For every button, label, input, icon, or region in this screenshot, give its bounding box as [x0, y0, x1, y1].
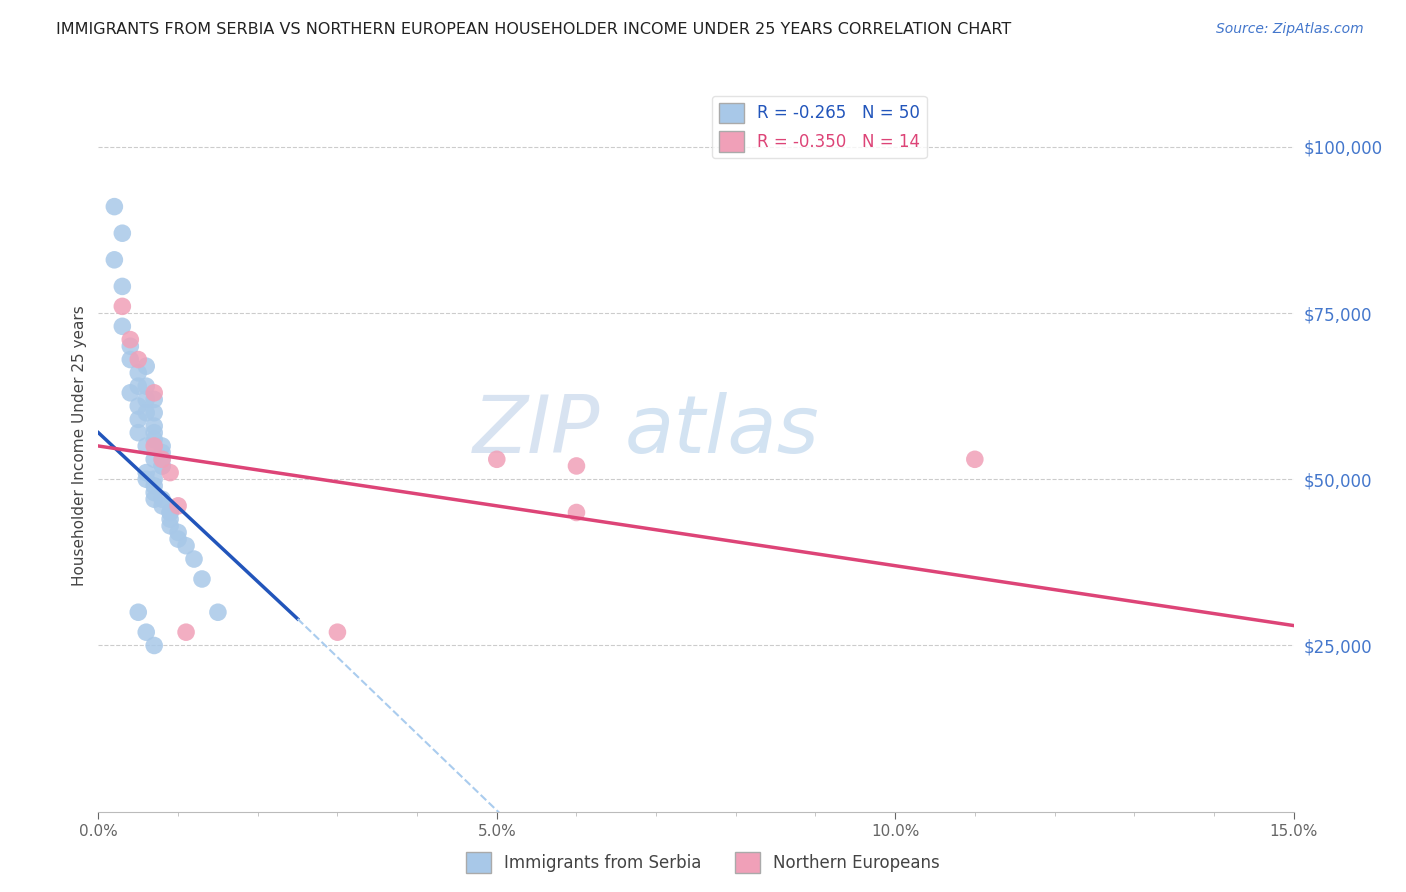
Text: IMMIGRANTS FROM SERBIA VS NORTHERN EUROPEAN HOUSEHOLDER INCOME UNDER 25 YEARS CO: IMMIGRANTS FROM SERBIA VS NORTHERN EUROP…	[56, 22, 1011, 37]
Point	[565, 458, 588, 473]
Legend: Immigrants from Serbia, Northern Europeans: Immigrants from Serbia, Northern Europea…	[460, 846, 946, 880]
Point	[143, 385, 166, 400]
Point	[150, 439, 173, 453]
Point	[135, 466, 157, 480]
Legend: R = -0.265   N = 50, R = -0.350   N = 14: R = -0.265 N = 50, R = -0.350 N = 14	[711, 96, 927, 158]
Point	[150, 458, 173, 473]
Point	[127, 366, 149, 380]
Point	[183, 552, 205, 566]
Point	[120, 339, 142, 353]
Point	[167, 532, 190, 546]
Point	[127, 425, 149, 440]
Point	[135, 379, 157, 393]
Point	[143, 433, 166, 447]
Point	[143, 492, 166, 507]
Point	[159, 506, 181, 520]
Text: atlas: atlas	[624, 392, 820, 470]
Point	[135, 406, 157, 420]
Point	[143, 439, 166, 453]
Point	[135, 359, 157, 374]
Point	[143, 392, 166, 407]
Point	[167, 525, 190, 540]
Point	[963, 452, 986, 467]
Point	[127, 605, 149, 619]
Point	[143, 452, 166, 467]
Point	[167, 499, 190, 513]
Point	[143, 479, 166, 493]
Point	[159, 466, 181, 480]
Point	[143, 639, 166, 653]
Point	[120, 352, 142, 367]
Point	[485, 452, 508, 467]
Point	[135, 625, 157, 640]
Text: Source: ZipAtlas.com: Source: ZipAtlas.com	[1216, 22, 1364, 37]
Point	[150, 452, 173, 467]
Point	[150, 458, 173, 473]
Point	[103, 200, 125, 214]
Point	[135, 472, 157, 486]
Point	[135, 439, 157, 453]
Point	[159, 512, 181, 526]
Point	[143, 472, 166, 486]
Point	[111, 279, 134, 293]
Point	[143, 406, 166, 420]
Point	[111, 226, 134, 240]
Point	[159, 518, 181, 533]
Point	[127, 399, 149, 413]
Point	[150, 499, 173, 513]
Point	[150, 492, 173, 507]
Point	[103, 252, 125, 267]
Point	[143, 485, 166, 500]
Point	[174, 625, 197, 640]
Point	[127, 352, 149, 367]
Point	[565, 506, 588, 520]
Point	[143, 425, 166, 440]
Point	[135, 392, 157, 407]
Text: ZIP: ZIP	[472, 392, 600, 470]
Y-axis label: Householder Income Under 25 years: Householder Income Under 25 years	[72, 306, 87, 586]
Point	[191, 572, 214, 586]
Point	[143, 419, 166, 434]
Point	[127, 412, 149, 426]
Point	[150, 452, 173, 467]
Point	[127, 379, 149, 393]
Point	[120, 333, 142, 347]
Point	[159, 506, 181, 520]
Point	[120, 385, 142, 400]
Point	[207, 605, 229, 619]
Point	[111, 299, 134, 313]
Point	[326, 625, 349, 640]
Point	[150, 445, 173, 459]
Point	[111, 319, 134, 334]
Point	[174, 539, 197, 553]
